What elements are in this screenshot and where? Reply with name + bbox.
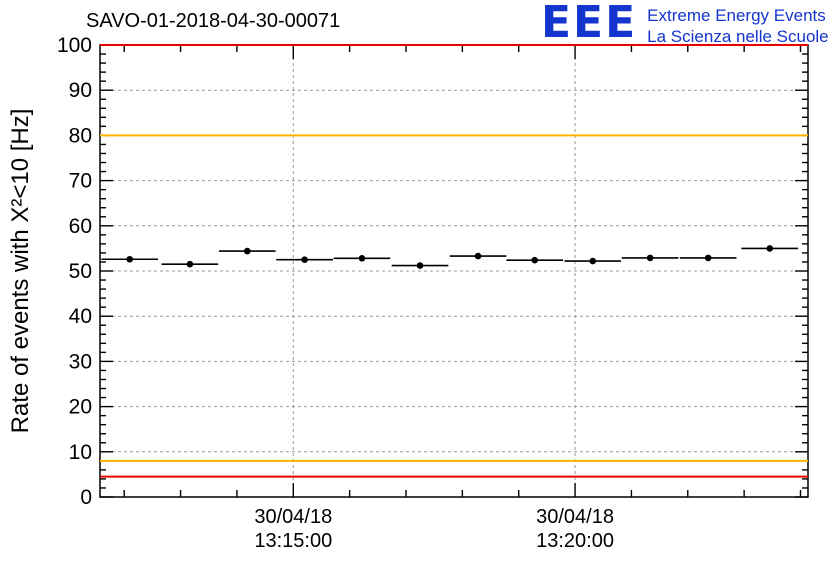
svg-text:60: 60 xyxy=(69,215,92,238)
y-axis-label: Rate of events with X²<10 [Hz] xyxy=(7,109,34,434)
logo-line1: Extreme Energy Events xyxy=(647,6,826,25)
eee-logo-text: Extreme Energy Events La Scienza nelle S… xyxy=(647,2,828,48)
eee-logo-mark: EEE xyxy=(541,0,638,48)
svg-text:10: 10 xyxy=(69,441,92,464)
svg-text:30/04/18: 30/04/18 xyxy=(536,506,614,528)
svg-text:30: 30 xyxy=(69,350,92,373)
svg-text:20: 20 xyxy=(69,396,92,419)
svg-text:50: 50 xyxy=(69,260,92,283)
svg-text:13:20:00: 13:20:00 xyxy=(536,530,614,552)
chart-title: SAVO-01-2018-04-30-00071 xyxy=(86,10,341,32)
logo-line2: La Scienza nelle Scuole xyxy=(647,27,829,47)
svg-text:13:15:00: 13:15:00 xyxy=(254,530,332,552)
svg-text:90: 90 xyxy=(69,79,92,102)
svg-text:80: 80 xyxy=(69,124,92,147)
svg-text:30/04/18: 30/04/18 xyxy=(254,506,332,528)
svg-text:70: 70 xyxy=(69,170,92,193)
svg-text:100: 100 xyxy=(57,34,92,57)
svg-text:40: 40 xyxy=(69,305,92,328)
svg-text:0: 0 xyxy=(80,486,92,509)
eee-logo: EEE Extreme Energy Events La Scienza nel… xyxy=(541,0,829,48)
